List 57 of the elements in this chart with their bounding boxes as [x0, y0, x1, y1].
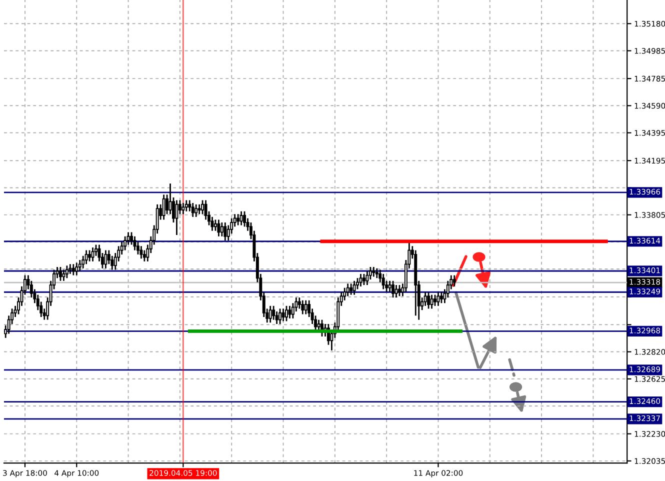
candlestick — [175, 200, 178, 236]
candlestick — [285, 305, 288, 322]
candlestick — [124, 236, 127, 251]
candlestick — [243, 210, 246, 228]
candlestick — [268, 305, 272, 324]
candlestick — [182, 202, 185, 215]
candlestick — [372, 266, 376, 278]
candlestick — [272, 305, 276, 320]
candlestick — [217, 218, 220, 238]
candlestick — [440, 291, 443, 304]
candlestick — [362, 273, 366, 286]
candlestick — [194, 204, 198, 218]
candlestick — [375, 268, 378, 279]
candlestick — [392, 280, 395, 298]
candlestick — [75, 262, 78, 276]
candlestick — [288, 305, 292, 320]
candlestick — [317, 319, 320, 332]
candlestick — [162, 194, 166, 220]
candlestick — [424, 291, 427, 307]
candlestick — [62, 269, 66, 282]
candlestick — [91, 246, 94, 262]
candlestick — [236, 213, 240, 226]
candlestick — [140, 245, 143, 260]
candlestick — [430, 294, 434, 310]
candlestick — [346, 282, 350, 297]
candlestick — [224, 222, 227, 242]
candlestick — [142, 250, 146, 262]
candlestick — [382, 273, 385, 290]
candlestick — [88, 250, 92, 262]
candlestick — [352, 280, 356, 296]
candlestick — [434, 294, 436, 307]
candlestick — [388, 280, 392, 293]
candlestick — [72, 263, 75, 276]
candlestick — [427, 291, 430, 310]
candlestick — [240, 210, 243, 226]
candlestick — [68, 263, 72, 275]
candlestick — [350, 282, 353, 296]
candlestick — [84, 250, 88, 265]
candlestick — [278, 308, 282, 325]
candlestick — [436, 291, 440, 307]
candlestick — [366, 270, 369, 286]
candlestick — [104, 250, 108, 270]
candlestick — [65, 264, 68, 279]
candlestick — [220, 222, 224, 238]
candlestick — [394, 284, 398, 298]
candlestick — [198, 204, 201, 215]
candlestick — [178, 200, 182, 215]
candlestick — [214, 218, 217, 232]
candlestick — [59, 266, 62, 282]
candlestick — [301, 300, 304, 315]
candlestick — [201, 200, 204, 215]
candlestick — [184, 200, 188, 212]
candlestick — [452, 274, 456, 288]
candlestick — [398, 284, 401, 297]
candlestick — [304, 300, 308, 315]
candlestick — [191, 202, 194, 218]
candlestick — [78, 259, 82, 272]
